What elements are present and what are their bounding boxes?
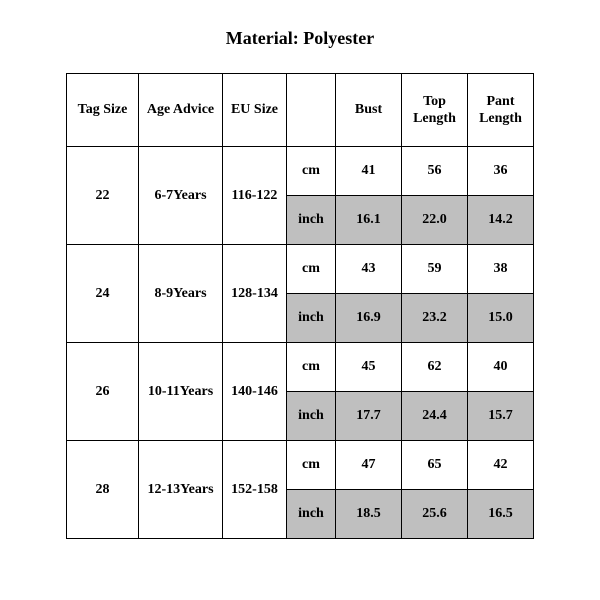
cell-bust-inch: 16.9 (336, 294, 402, 343)
cell-eu: 152-158 (223, 441, 287, 539)
cell-unit-cm: cm (287, 441, 336, 490)
cell-unit-cm: cm (287, 147, 336, 196)
cell-tag: 28 (67, 441, 139, 539)
cell-bust-cm: 45 (336, 343, 402, 392)
col-top-length: Top Length (402, 74, 468, 147)
cell-age: 6-7Years (139, 147, 223, 245)
cell-bust-cm: 43 (336, 245, 402, 294)
cell-unit-inch: inch (287, 392, 336, 441)
cell-tag: 24 (67, 245, 139, 343)
cell-top-cm: 59 (402, 245, 468, 294)
cell-pant-inch: 15.7 (468, 392, 534, 441)
cell-eu: 116-122 (223, 147, 287, 245)
cell-tag: 22 (67, 147, 139, 245)
cell-unit-inch: inch (287, 196, 336, 245)
cell-top-inch: 25.6 (402, 490, 468, 539)
cell-bust-inch: 17.7 (336, 392, 402, 441)
cell-top-inch: 23.2 (402, 294, 468, 343)
cell-bust-inch: 18.5 (336, 490, 402, 539)
header-row: Tag Size Age Advice EU Size Bust Top Len… (67, 74, 534, 147)
cell-top-cm: 65 (402, 441, 468, 490)
cell-pant-inch: 14.2 (468, 196, 534, 245)
cell-top-cm: 56 (402, 147, 468, 196)
cell-unit-cm: cm (287, 245, 336, 294)
col-tag-size: Tag Size (67, 74, 139, 147)
cell-eu: 128-134 (223, 245, 287, 343)
col-bust: Bust (336, 74, 402, 147)
cell-age: 8-9Years (139, 245, 223, 343)
table-row: 26 10-11Years 140-146 cm 45 62 40 (67, 343, 534, 392)
cell-bust-cm: 47 (336, 441, 402, 490)
cell-tag: 26 (67, 343, 139, 441)
cell-unit-inch: inch (287, 294, 336, 343)
cell-bust-cm: 41 (336, 147, 402, 196)
table-row: 28 12-13Years 152-158 cm 47 65 42 (67, 441, 534, 490)
col-age-advice: Age Advice (139, 74, 223, 147)
size-table: Tag Size Age Advice EU Size Bust Top Len… (66, 73, 534, 539)
page-title: Material: Polyester (0, 0, 600, 73)
cell-top-inch: 22.0 (402, 196, 468, 245)
cell-pant-inch: 15.0 (468, 294, 534, 343)
cell-age: 10-11Years (139, 343, 223, 441)
col-pant-length: Pant Length (468, 74, 534, 147)
cell-eu: 140-146 (223, 343, 287, 441)
cell-top-cm: 62 (402, 343, 468, 392)
col-unit (287, 74, 336, 147)
cell-pant-cm: 38 (468, 245, 534, 294)
cell-unit-cm: cm (287, 343, 336, 392)
table-row: 24 8-9Years 128-134 cm 43 59 38 (67, 245, 534, 294)
cell-unit-inch: inch (287, 490, 336, 539)
cell-pant-inch: 16.5 (468, 490, 534, 539)
cell-top-inch: 24.4 (402, 392, 468, 441)
table-row: 22 6-7Years 116-122 cm 41 56 36 (67, 147, 534, 196)
cell-pant-cm: 40 (468, 343, 534, 392)
cell-pant-cm: 42 (468, 441, 534, 490)
cell-age: 12-13Years (139, 441, 223, 539)
col-eu-size: EU Size (223, 74, 287, 147)
cell-bust-inch: 16.1 (336, 196, 402, 245)
cell-pant-cm: 36 (468, 147, 534, 196)
